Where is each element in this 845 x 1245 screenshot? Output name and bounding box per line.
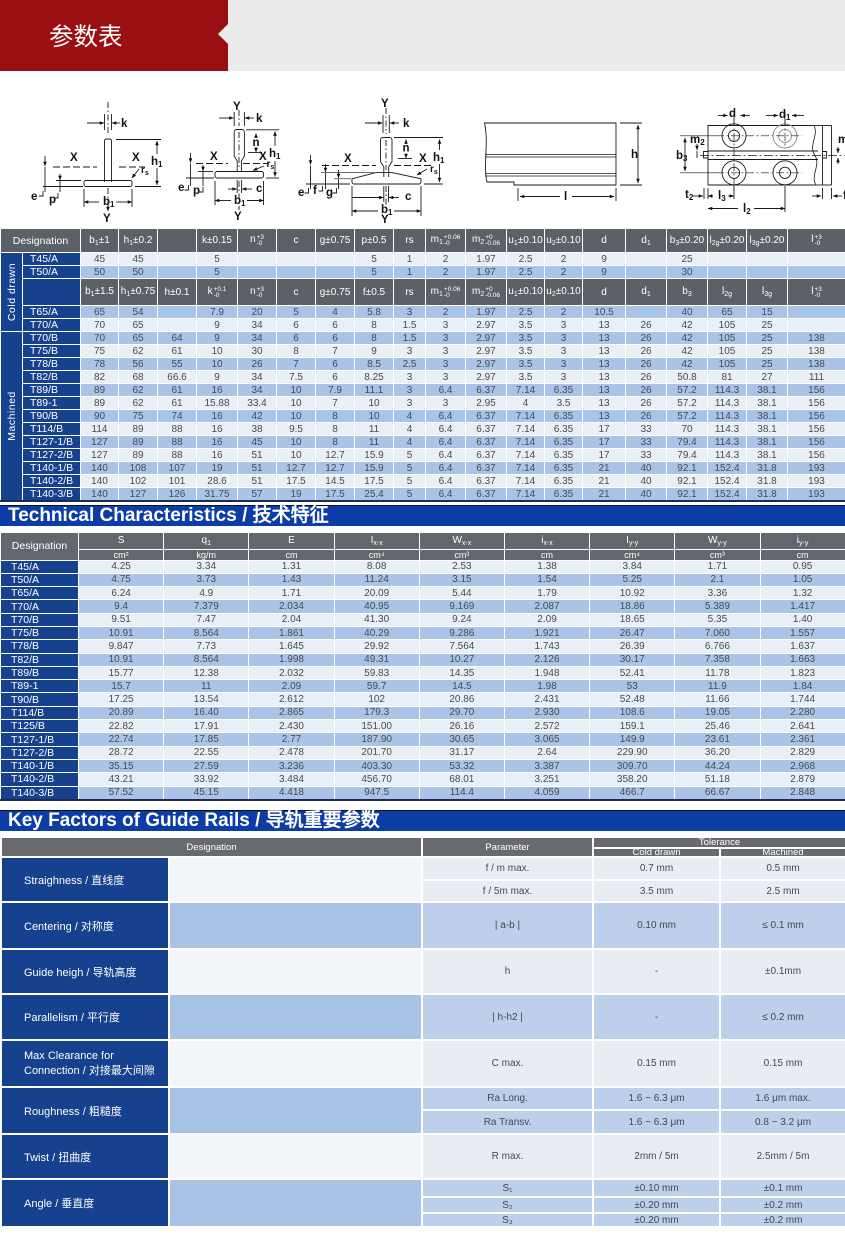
svg-text:c: c bbox=[256, 183, 263, 195]
svg-text:d: d bbox=[729, 108, 736, 120]
svg-text:Y: Y bbox=[233, 101, 241, 113]
svg-text:e: e bbox=[31, 191, 37, 203]
svg-text:b1: b1 bbox=[381, 204, 393, 217]
svg-text:f: f bbox=[313, 185, 317, 197]
svg-text:m2: m2 bbox=[690, 134, 705, 147]
svg-text:k: k bbox=[121, 118, 128, 130]
svg-text:k: k bbox=[256, 113, 263, 125]
svg-text:h: h bbox=[631, 149, 638, 161]
svg-text:l3: l3 bbox=[718, 190, 726, 203]
svg-text:b1: b1 bbox=[234, 195, 246, 208]
svg-text:rs: rs bbox=[430, 164, 438, 176]
svg-text:b3: b3 bbox=[676, 150, 688, 163]
svg-text:rs: rs bbox=[141, 165, 149, 177]
svg-text:l2: l2 bbox=[743, 203, 751, 216]
svg-text:p: p bbox=[49, 194, 56, 206]
svg-text:Y: Y bbox=[103, 213, 111, 225]
svg-text:n: n bbox=[403, 143, 410, 155]
svg-text:Y: Y bbox=[381, 98, 389, 110]
svg-text:b1: b1 bbox=[103, 196, 115, 209]
svg-text:f: f bbox=[843, 190, 845, 202]
svg-text:n: n bbox=[253, 137, 260, 149]
svg-text:t2: t2 bbox=[685, 189, 694, 202]
svg-text:X: X bbox=[210, 151, 218, 163]
svg-text:g: g bbox=[326, 187, 333, 199]
svg-text:rs: rs bbox=[267, 159, 275, 171]
svg-text:l: l bbox=[564, 191, 567, 203]
svg-text:Y: Y bbox=[381, 214, 389, 226]
svg-text:X: X bbox=[132, 152, 140, 164]
svg-text:X: X bbox=[344, 153, 352, 165]
svg-text:X: X bbox=[419, 153, 427, 165]
svg-text:m: m bbox=[838, 134, 845, 146]
svg-text:Y: Y bbox=[234, 211, 242, 223]
svg-text:c: c bbox=[405, 191, 412, 203]
svg-text:X: X bbox=[259, 151, 267, 163]
svg-text:p: p bbox=[193, 185, 200, 197]
svg-text:h1: h1 bbox=[433, 152, 445, 165]
svg-text:e: e bbox=[298, 187, 304, 199]
svg-text:X: X bbox=[70, 152, 78, 164]
svg-text:h1: h1 bbox=[151, 156, 163, 169]
svg-text:k: k bbox=[403, 118, 410, 130]
svg-text:h1: h1 bbox=[269, 148, 281, 161]
svg-text:e: e bbox=[178, 182, 184, 194]
svg-text:d1: d1 bbox=[779, 109, 791, 122]
